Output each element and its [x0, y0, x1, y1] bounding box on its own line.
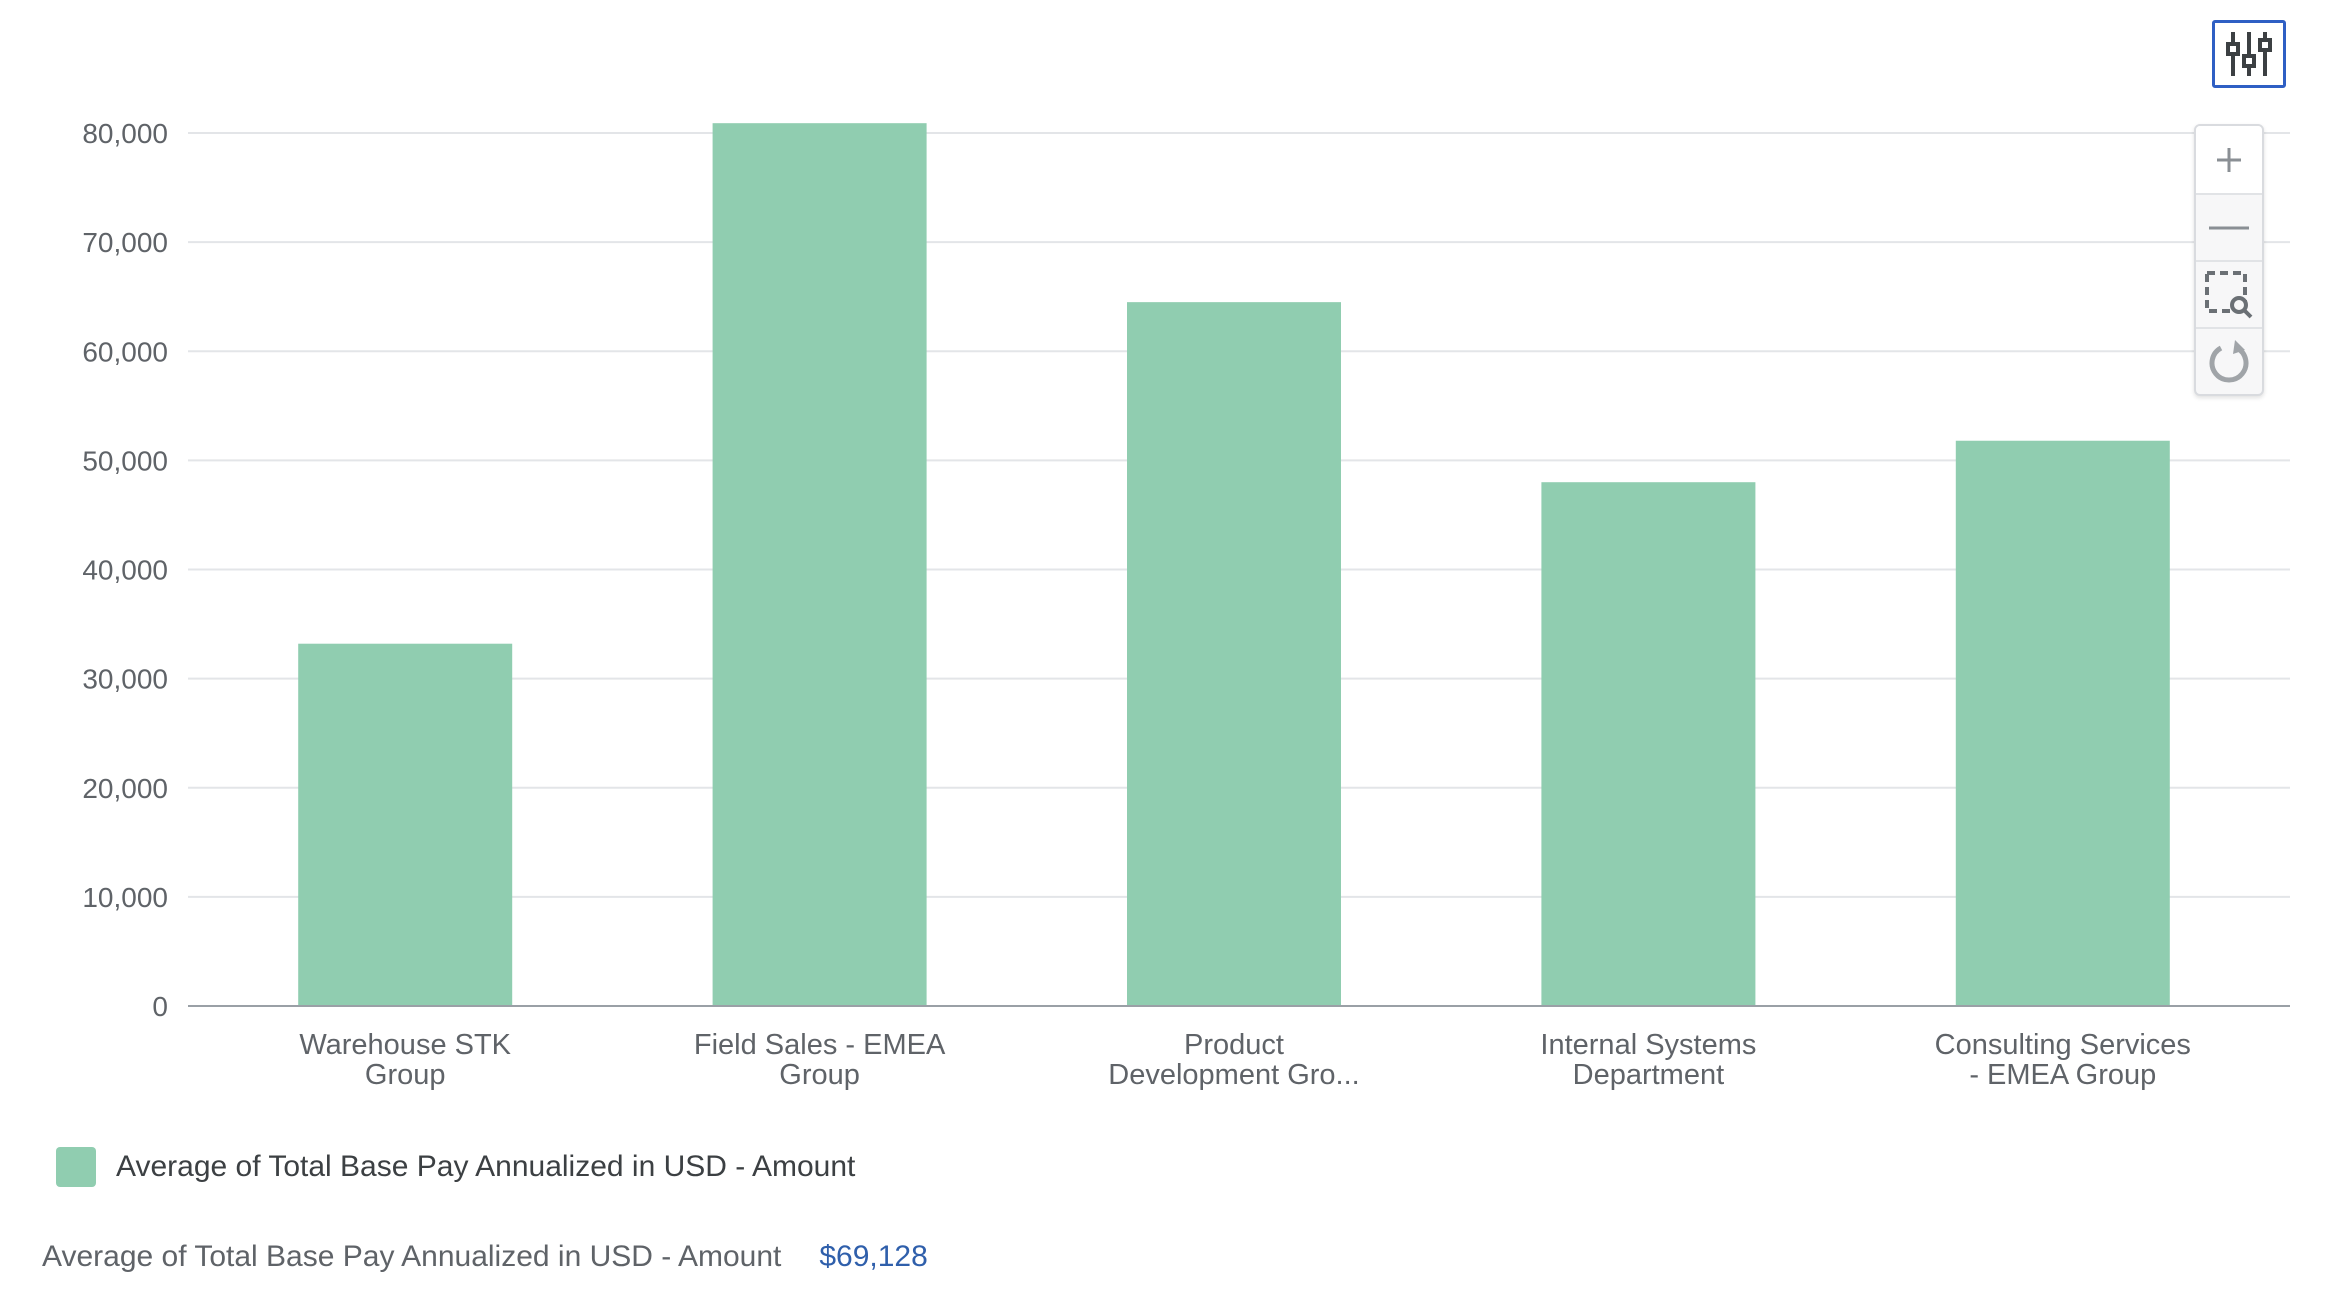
chart-settings-icon — [2226, 32, 2272, 76]
summary-label: Average of Total Base Pay Annualized in … — [42, 1240, 782, 1273]
legend-swatch — [56, 1147, 96, 1187]
reset-zoom-button[interactable] — [2196, 327, 2262, 394]
summary-value[interactable]: $69,128 — [819, 1240, 928, 1273]
y-axis-tick-labels: 0 10,000 20,000 30,000 40,000 50,000 60,000 70,… — [82, 118, 168, 1022]
y-tick-label: 50,000 — [82, 445, 168, 476]
summary-row: Average of Total Base Pay Annualized in … — [42, 1240, 928, 1274]
bar[interactable] — [1127, 302, 1341, 1006]
x-tick-label: Consulting Services — [1935, 1029, 2191, 1061]
y-tick-label: 60,000 — [82, 336, 168, 367]
bar[interactable] — [1541, 482, 1756, 1006]
y-tick-label: 10,000 — [82, 882, 168, 913]
legend-label: Average of Total Base Pay Annualized in … — [116, 1150, 856, 1183]
x-tick-label: Warehouse STK — [299, 1029, 511, 1061]
zoom-in-button[interactable] — [2196, 126, 2262, 193]
x-tick-label: Internal Systems — [1540, 1029, 1756, 1061]
zoom-select-icon — [2205, 270, 2253, 318]
x-tick-label: Product — [1184, 1029, 1284, 1061]
minus-icon — [2209, 226, 2249, 229]
bar[interactable] — [712, 123, 927, 1006]
y-tick-label: 20,000 — [82, 773, 168, 804]
x-tick-label: Development Gro... — [1108, 1059, 1359, 1091]
bar[interactable] — [298, 643, 513, 1006]
y-tick-label: 70,000 — [82, 227, 168, 258]
bars — [298, 123, 2170, 1006]
x-tick-label: Department — [1573, 1059, 1725, 1091]
bar-chart: 0 10,000 20,000 30,000 40,000 50,000 60,000 70,… — [82, 118, 2290, 1091]
y-tick-label: 0 — [152, 991, 168, 1022]
x-tick-label: Field Sales - EMEA — [694, 1029, 946, 1061]
y-tick-label: 30,000 — [82, 664, 168, 695]
plus-icon — [2217, 147, 2241, 172]
x-tick-label: - EMEA Group — [1969, 1059, 2156, 1091]
bar[interactable] — [1955, 440, 2170, 1006]
legend: Average of Total Base Pay Annualized in … — [56, 1147, 855, 1187]
zoom-select-button[interactable] — [2196, 260, 2262, 327]
chart-settings-button[interactable] — [2212, 20, 2286, 88]
y-tick-label: 80,000 — [82, 118, 168, 149]
x-tick-label: Group — [365, 1059, 446, 1091]
zoom-toolbar — [2194, 124, 2264, 396]
zoom-out-button[interactable] — [2196, 193, 2262, 260]
reset-icon — [2209, 339, 2249, 382]
x-tick-label: Group — [779, 1059, 860, 1091]
y-tick-label: 40,000 — [82, 555, 168, 586]
